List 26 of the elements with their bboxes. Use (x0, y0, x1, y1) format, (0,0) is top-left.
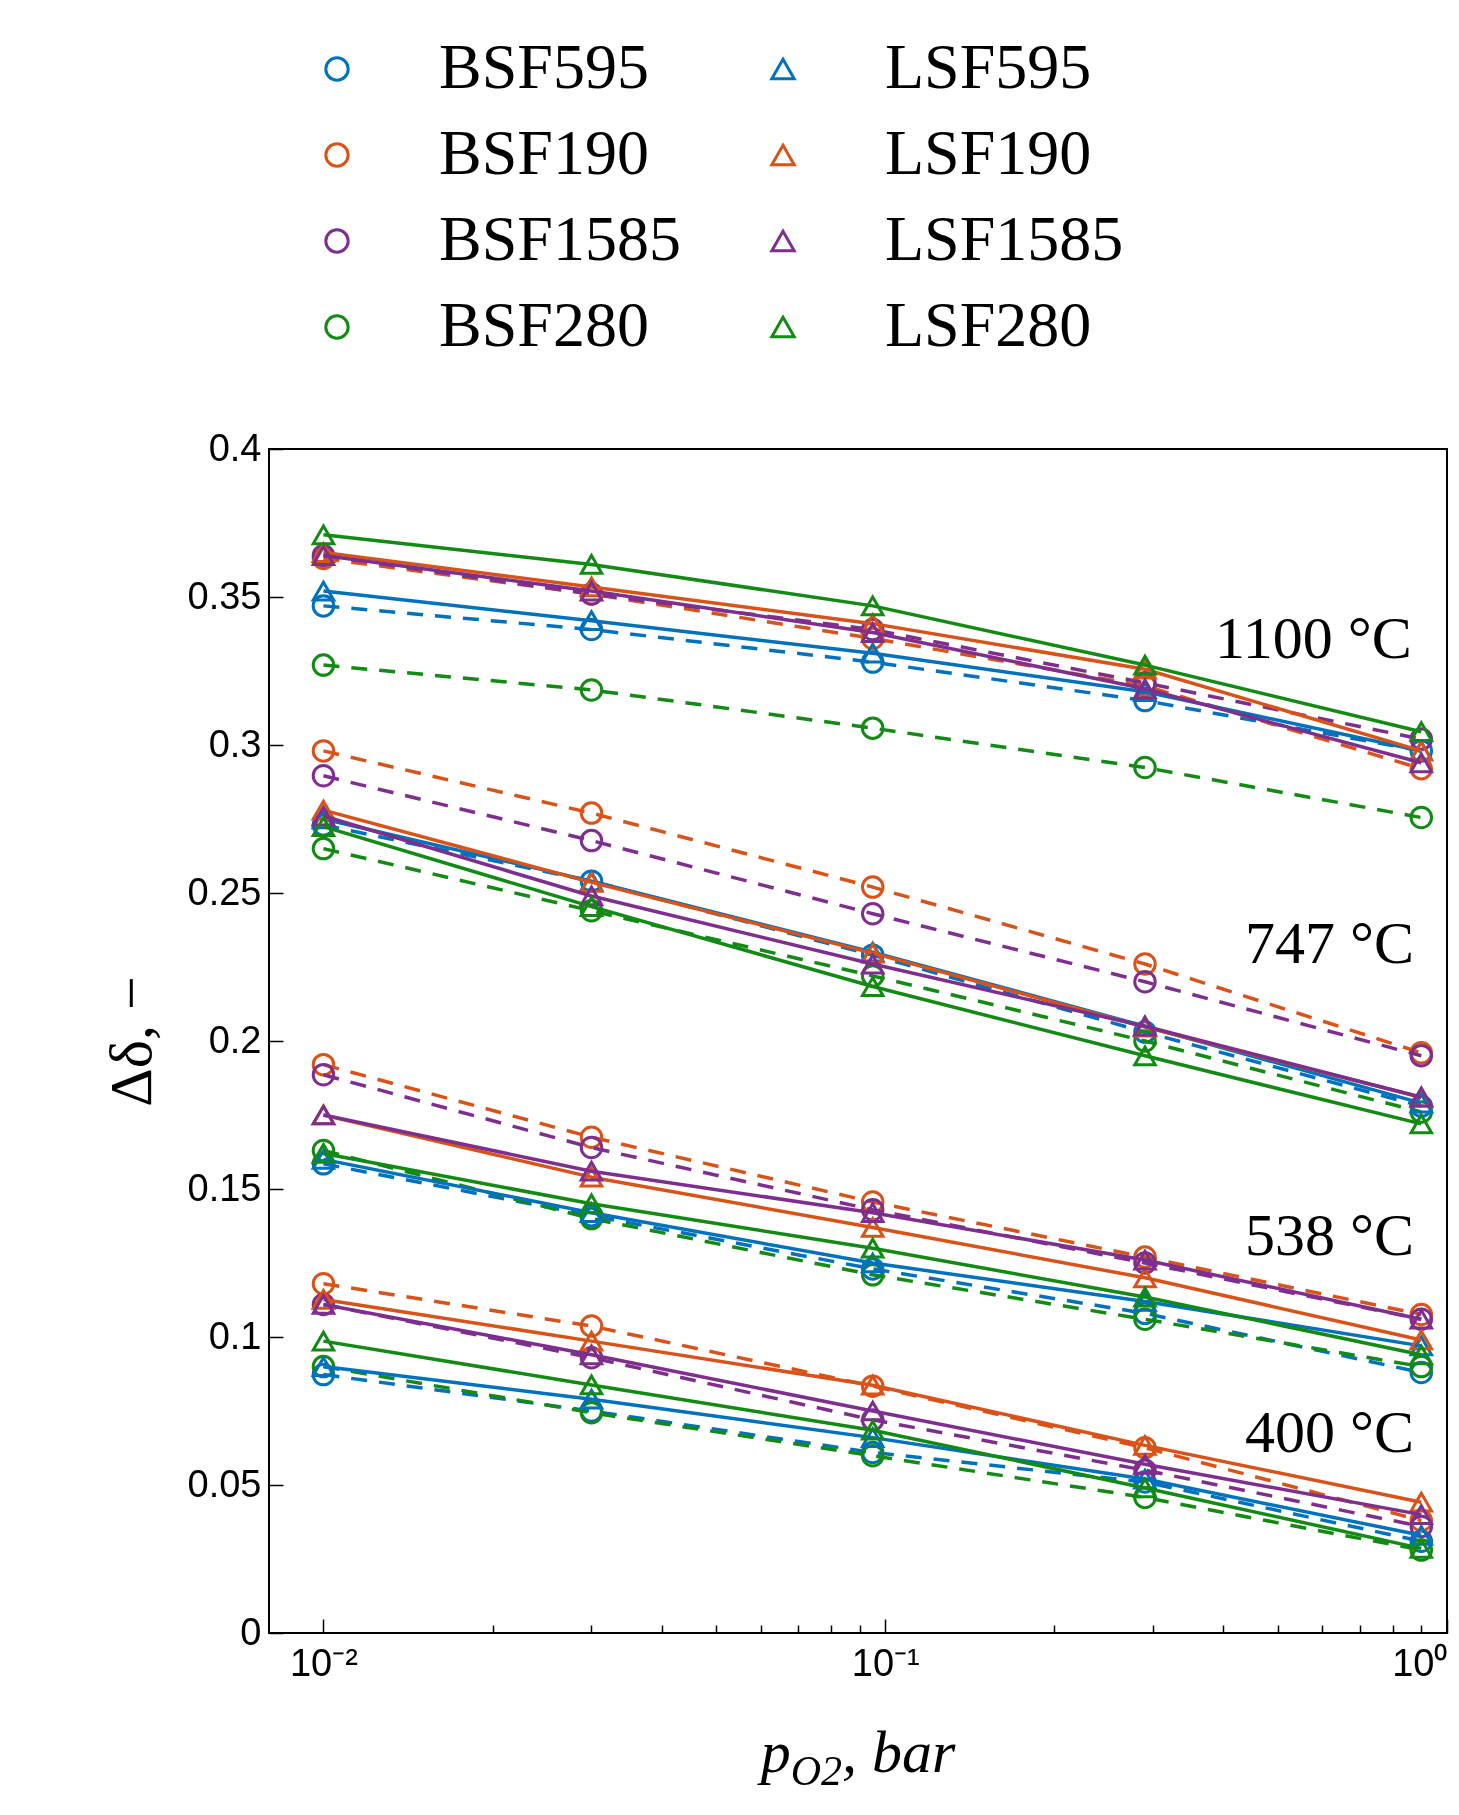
x-axis-title: p$_{O2}$, bar (756, 1719, 957, 1794)
legend-label: LSF280 (885, 289, 1092, 360)
legend-label: LSF595 (885, 31, 1092, 102)
annotation: 400 °C (1245, 1399, 1415, 1465)
annotation: 747 °C (1245, 910, 1415, 976)
y-tick-label: 0.35 (187, 574, 262, 617)
x-tick-label: 10⁻² (289, 1641, 358, 1684)
legend-label: BSF595 (439, 31, 649, 102)
y-axis-title: Δδ, − (97, 976, 164, 1107)
annotation: 1100 °C (1215, 605, 1412, 671)
legend-label: LSF190 (885, 117, 1092, 188)
legend-label: BSF190 (439, 117, 649, 188)
y-tick-label: 0.1 (208, 1314, 262, 1357)
y-tick-label: 0.15 (187, 1166, 262, 1209)
legend-label: BSF1585 (439, 203, 681, 274)
x-tick-label: 10⁻¹ (851, 1641, 920, 1684)
y-tick-label: 0.2 (208, 1018, 262, 1061)
x-tick-label: 10⁰ (1392, 1641, 1448, 1684)
y-tick-label: 0.25 (187, 870, 262, 913)
y-tick-label: 0 (240, 1610, 262, 1653)
annotation: 538 °C (1245, 1202, 1415, 1268)
legend-label: BSF280 (439, 289, 649, 360)
y-tick-label: 0.3 (208, 722, 262, 765)
y-tick-label: 0.05 (187, 1462, 262, 1505)
y-tick-label: 0.4 (208, 426, 262, 469)
legend-label: LSF1585 (885, 203, 1124, 274)
